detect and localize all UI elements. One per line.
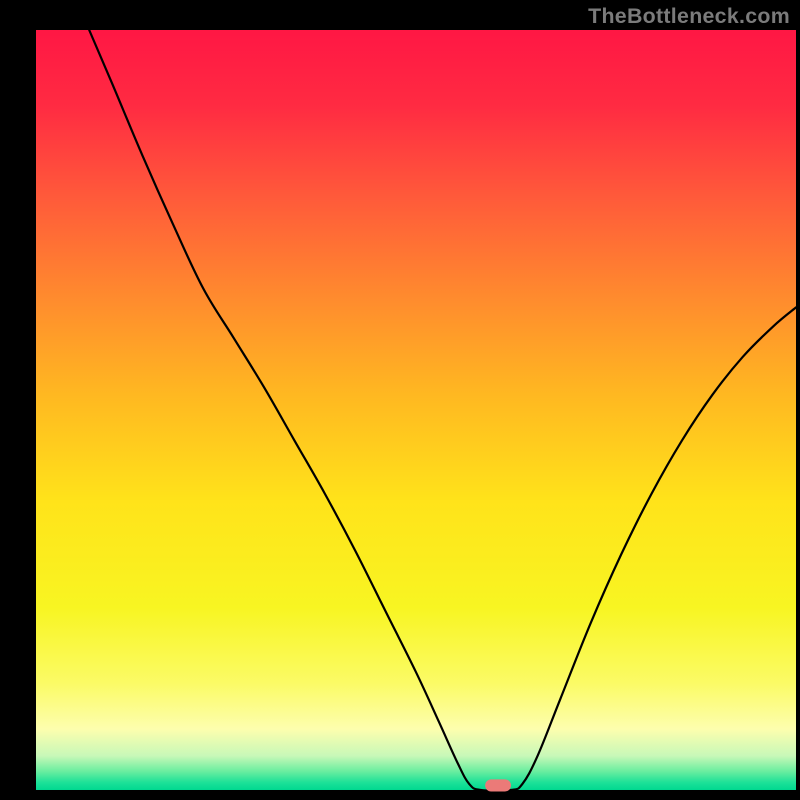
chart-svg bbox=[0, 0, 800, 800]
bottleneck-chart: TheBottleneck.com bbox=[0, 0, 800, 800]
plot-area bbox=[36, 30, 796, 790]
optimal-marker bbox=[485, 779, 511, 791]
